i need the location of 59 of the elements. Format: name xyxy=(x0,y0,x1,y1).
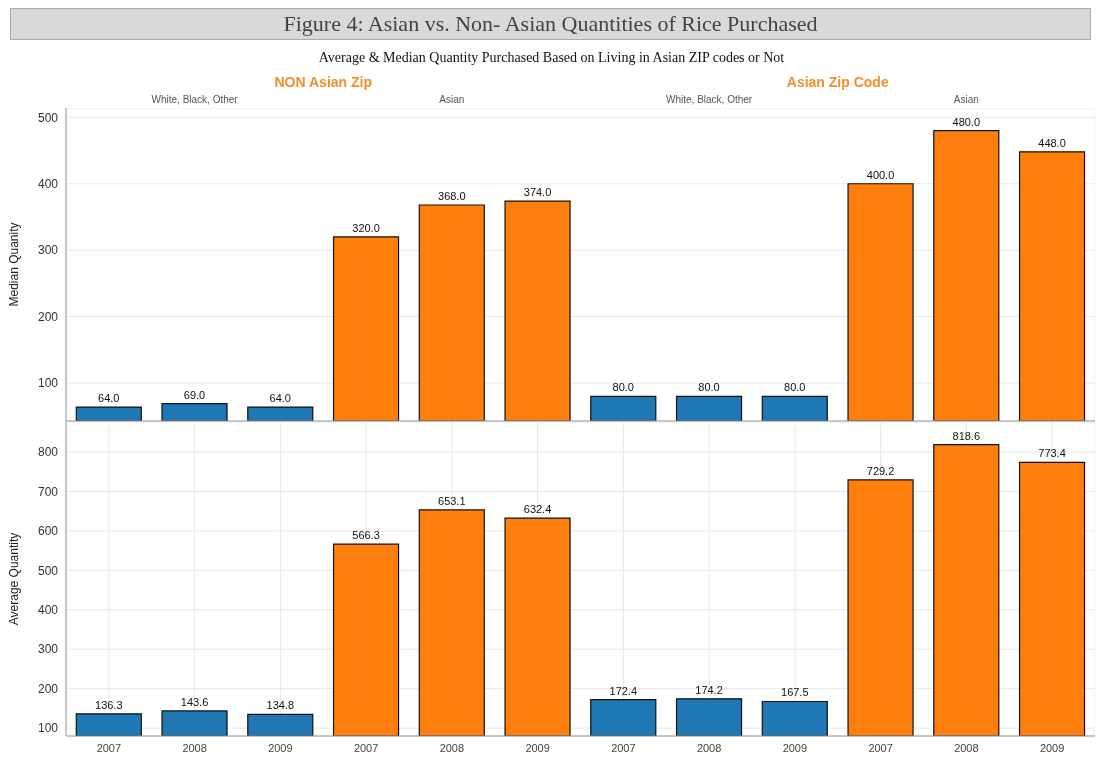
y-tick-label: 700 xyxy=(37,484,59,499)
x-tick-label: 2008 xyxy=(439,741,465,754)
data-label: 80.0 xyxy=(612,381,634,394)
data-label: 448.0 xyxy=(1038,136,1066,149)
data-label: 632.4 xyxy=(523,503,552,516)
data-label: 69.0 xyxy=(183,388,206,401)
chart-title: Figure 4: Asian vs. Non- Asian Quantities of Rice Purchased xyxy=(10,8,1091,40)
data-label: 172.4 xyxy=(609,684,638,697)
text: Asian xyxy=(952,94,980,105)
data-label: 320.0 xyxy=(352,221,380,234)
x-tick-label: 2009 xyxy=(268,741,293,754)
y-tick-label: 300 xyxy=(37,243,59,258)
x-tick-label: 2007 xyxy=(611,741,636,754)
x-tick-label: 2008 xyxy=(696,741,722,754)
text: White, Black, Other xyxy=(665,94,754,105)
text: NON Asian Zip xyxy=(273,74,373,90)
data-label: 653.1 xyxy=(438,494,466,507)
x-tick-label: 2009 xyxy=(782,741,808,754)
data-label: 64.0 xyxy=(269,392,291,405)
x-tick-label: 2007 xyxy=(353,741,379,754)
y-tick-label: 200 xyxy=(37,681,59,696)
data-label: 174.2 xyxy=(695,683,723,696)
data-label: 167.5 xyxy=(781,686,809,699)
data-label: 773.4 xyxy=(1038,447,1066,460)
y-tick-label: 600 xyxy=(37,524,59,539)
y-tick-label: 100 xyxy=(37,376,59,391)
y-tick-label: 200 xyxy=(37,309,59,324)
data-label: 64.0 xyxy=(98,392,120,405)
x-tick-label: 2007 xyxy=(96,741,122,754)
data-label: 400.0 xyxy=(866,168,895,181)
y-axis-title: Median Quanity xyxy=(7,222,22,307)
y-tick-label: 800 xyxy=(37,445,59,460)
y-tick-label: 500 xyxy=(37,563,59,578)
x-tick-label: 2007 xyxy=(868,741,893,754)
data-label: 566.3 xyxy=(352,529,380,542)
chart-subtitle: Average & Median Quantity Purchased Based on Living in Asian ZIP codes or Not xyxy=(317,50,786,66)
y-tick-label: 400 xyxy=(37,603,59,618)
data-label: 818.6 xyxy=(952,429,981,442)
data-label: 729.2 xyxy=(866,464,895,477)
y-tick-label: 400 xyxy=(37,177,59,192)
y-tick-label: 300 xyxy=(37,642,59,657)
x-tick-label: 2008 xyxy=(954,741,979,754)
data-label: 134.8 xyxy=(266,699,295,712)
data-label: 368.0 xyxy=(438,190,466,203)
data-label: 80.0 xyxy=(698,381,720,394)
x-tick-label: 2009 xyxy=(1039,741,1065,754)
y-tick-label: 100 xyxy=(37,721,59,736)
text: Asian Zip Code xyxy=(785,74,890,90)
x-tick-label: 2008 xyxy=(182,741,207,754)
x-tick-label: 2009 xyxy=(525,741,550,754)
y-tick-label: 500 xyxy=(37,110,59,125)
text: White, Black, Other xyxy=(150,94,239,105)
data-label: 374.0 xyxy=(523,186,552,199)
text: Asian xyxy=(438,94,466,105)
data-label: 136.3 xyxy=(95,698,123,711)
data-label: 480.0 xyxy=(952,115,981,128)
y-axis-title: Average Quantity xyxy=(7,532,22,626)
data-label: 80.0 xyxy=(784,381,806,394)
data-label: 143.6 xyxy=(180,695,209,708)
